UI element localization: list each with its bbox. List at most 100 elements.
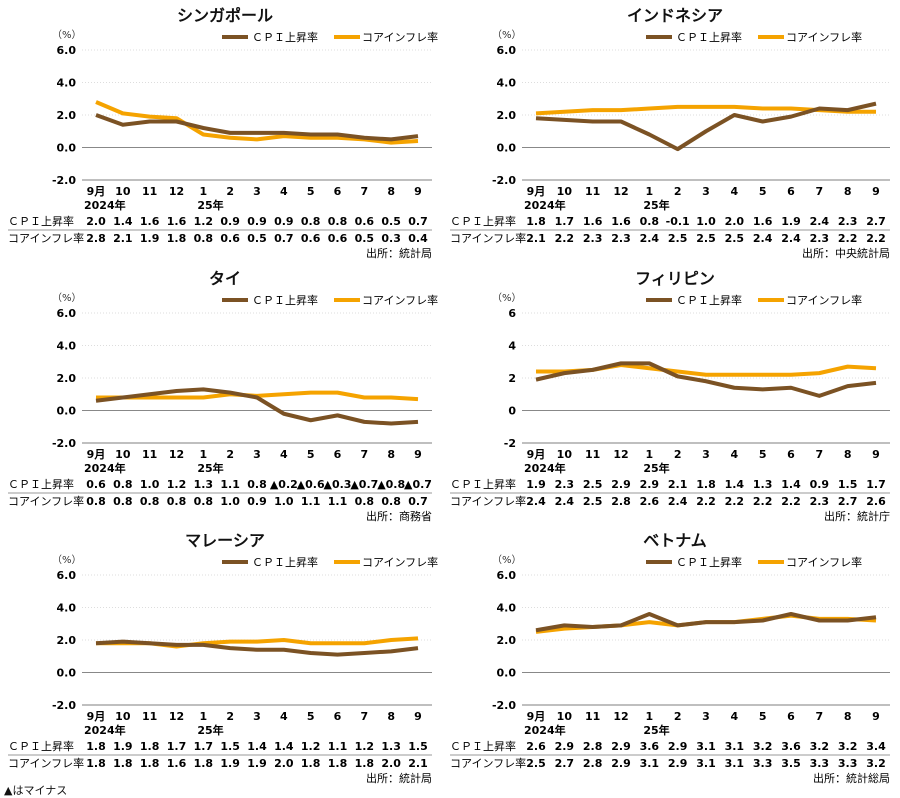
- cpi-value-cell: 1.0: [696, 215, 716, 228]
- cpi-value-cell: ▲0.3: [324, 478, 352, 491]
- cpi-value-cell: 2.7: [866, 215, 886, 228]
- cpi-value-cell: 3.2: [810, 740, 830, 753]
- core-value-cell: 0.6: [328, 232, 348, 245]
- chart-panel-4: マレーシア （%） 6.0 4.0 2.0 0.0 -2.0 ＣＰＩ上昇率 コアインフレ率 9月 1…: [0, 525, 450, 787]
- y-tick-label: 6.0: [57, 307, 77, 320]
- core-value-cell: 1.0: [220, 495, 240, 508]
- y-tick-label: 0.0: [57, 667, 77, 680]
- core-value-cell: 3.2: [866, 757, 886, 770]
- x-tick-label: 7: [816, 710, 824, 723]
- x-tick-label: 1: [200, 185, 208, 198]
- x-tick-label: 9: [872, 710, 880, 723]
- y-tick-label: 2.0: [57, 109, 77, 122]
- cpi-value-cell: 2.8: [583, 740, 603, 753]
- cpi-value-cell: 2.6: [526, 740, 546, 753]
- cpi-value-cell: 2.5: [583, 478, 603, 491]
- cpi-value-cell: 1.5: [408, 740, 428, 753]
- core-value-cell: 2.4: [668, 495, 688, 508]
- legend-core-label: コアインフレ率: [786, 555, 862, 569]
- x-tick-label: 12: [169, 448, 184, 461]
- core-value-cell: 1.9: [247, 757, 267, 770]
- x-tick-label: 11: [585, 185, 600, 198]
- row-label-core: コアインフレ率: [450, 756, 526, 770]
- year-label-2025: 25年: [197, 723, 223, 737]
- legend-cpi-label: ＣＰＩ上昇率: [252, 30, 318, 44]
- x-tick-label: 1: [200, 448, 208, 461]
- y-tick-label: -2.0: [492, 174, 516, 187]
- x-tick-label: 4: [280, 710, 288, 723]
- y-tick-label: 4.0: [57, 340, 77, 353]
- cpi-value-cell: -0.1: [666, 215, 690, 228]
- y-tick-label: 0.0: [497, 667, 517, 680]
- cpi-value-cell: 1.1: [328, 740, 348, 753]
- x-tick-label: 11: [142, 710, 157, 723]
- core-value-cell: 3.5: [781, 757, 801, 770]
- cpi-value-cell: 0.8: [247, 478, 267, 491]
- y-tick-label: 4.0: [497, 77, 517, 90]
- x-tick-label: 12: [613, 448, 628, 461]
- chart-title: フィリピン: [635, 269, 715, 288]
- core-value-cell: 2.4: [781, 232, 801, 245]
- legend-core-label: コアインフレ率: [362, 30, 438, 44]
- row-label-core: コアインフレ率: [450, 494, 526, 508]
- cpi-value-cell: 3.4: [866, 740, 886, 753]
- x-tick-label: 7: [816, 448, 824, 461]
- core-value-cell: 2.1: [408, 757, 428, 770]
- x-tick-label: 2: [226, 448, 234, 461]
- cpi-value-cell: 1.3: [753, 478, 773, 491]
- y-tick-label: 4.0: [57, 602, 77, 615]
- cpi-value-cell: 2.9: [611, 740, 631, 753]
- x-tick-label: 7: [361, 710, 369, 723]
- x-tick-label: 9月: [527, 448, 546, 461]
- year-label-2025: 25年: [643, 461, 669, 475]
- cpi-value-cell: 1.7: [167, 740, 187, 753]
- x-tick-label: 7: [361, 185, 369, 198]
- core-value-cell: 2.2: [753, 495, 773, 508]
- x-tick-label: 10: [115, 710, 131, 723]
- x-tick-label: 3: [253, 185, 261, 198]
- cpi-value-cell: 3.6: [640, 740, 660, 753]
- x-tick-label: 6: [334, 185, 342, 198]
- x-tick-label: 7: [361, 448, 369, 461]
- cpi-value-cell: 2.9: [668, 740, 688, 753]
- core-value-cell: 0.6: [301, 232, 321, 245]
- y-tick-label: 0.0: [57, 142, 77, 155]
- core-value-cell: 2.3: [583, 232, 603, 245]
- cpi-value-cell: ▲0.7: [350, 478, 378, 491]
- cpi-value-cell: 0.8: [640, 215, 660, 228]
- core-value-cell: 2.2: [866, 232, 886, 245]
- y-tick-label: 2.0: [57, 634, 77, 647]
- x-tick-label: 11: [142, 185, 157, 198]
- y-tick-label: 6.0: [497, 44, 517, 57]
- core-value-cell: 1.8: [86, 757, 106, 770]
- x-tick-label: 12: [613, 185, 628, 198]
- core-value-cell: 1.1: [328, 495, 348, 508]
- cpi-value-cell: 1.6: [583, 215, 603, 228]
- core-value-cell: 2.1: [113, 232, 133, 245]
- source-label: 出所：統計庁: [824, 509, 890, 523]
- core-value-cell: 1.8: [113, 757, 133, 770]
- core-value-cell: 0.8: [194, 232, 214, 245]
- x-tick-label: 6: [787, 448, 795, 461]
- x-tick-label: 5: [307, 448, 315, 461]
- core-value-cell: 2.5: [526, 757, 546, 770]
- core-value-cell: 1.8: [194, 757, 214, 770]
- cpi-value-cell: 1.6: [611, 215, 631, 228]
- y-tick-label: 4.0: [497, 602, 517, 615]
- cpi-value-cell: 2.0: [725, 215, 745, 228]
- cpi-value-cell: 1.3: [194, 478, 214, 491]
- y-tick-label: -2: [504, 437, 516, 450]
- x-tick-label: 8: [387, 448, 395, 461]
- cpi-value-cell: 1.8: [140, 740, 160, 753]
- core-value-cell: 1.8: [167, 232, 187, 245]
- cpi-value-cell: 3.1: [725, 740, 745, 753]
- core-value-cell: 0.6: [220, 232, 240, 245]
- chart-title: マレーシア: [185, 531, 265, 550]
- cpi-value-cell: 2.3: [838, 215, 858, 228]
- year-label-2025: 25年: [643, 723, 669, 737]
- row-label-core: コアインフレ率: [450, 231, 526, 245]
- core-value-cell: 2.4: [640, 232, 660, 245]
- cpi-value-cell: 0.9: [220, 215, 240, 228]
- x-tick-label: 10: [557, 448, 573, 461]
